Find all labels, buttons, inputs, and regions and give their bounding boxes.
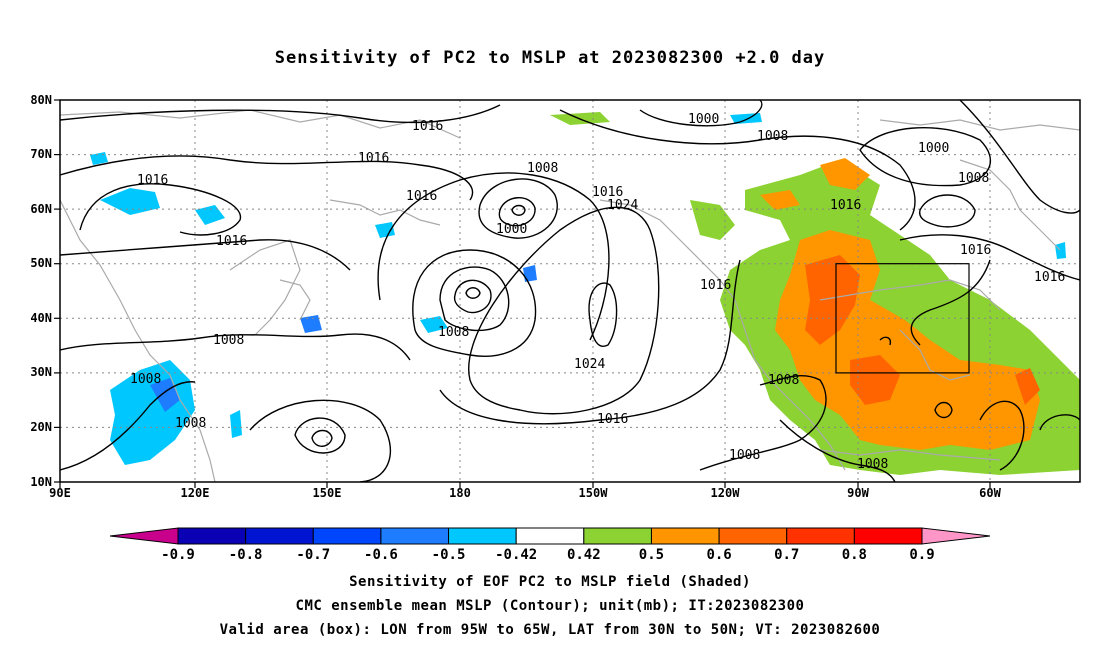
map-title: Sensitivity of PC2 to MSLP at 2023082300… [274, 48, 826, 68]
lat-label-60n: 60N [30, 202, 52, 216]
contour-label: 1008 [757, 129, 788, 144]
contour-label: 1016 [406, 189, 437, 204]
lon-label-150w: 150W [578, 486, 608, 500]
colorbar-tick-label: 0.8 [842, 547, 867, 563]
lon-label-90w: 90W [847, 486, 869, 500]
colorbar-tick-label: -0.8 [229, 547, 263, 563]
colorbar-segment [380, 527, 450, 545]
contour-label: 1016 [412, 119, 443, 134]
lat-label-20n: 20N [30, 420, 52, 434]
mslp-contours [60, 100, 1080, 482]
colorbar-segment [786, 527, 855, 545]
caption-line-2: CMC ensemble mean MSLP (Contour); unit(m… [295, 598, 805, 614]
positive-sensitivity-shading [550, 112, 1080, 475]
contour-label: 1016 [700, 278, 731, 293]
contour-label: 1008 [768, 373, 799, 388]
colorbar-segment [245, 527, 314, 545]
colorbar-lower-triangle [109, 527, 179, 545]
contour-label: 1016 [216, 234, 247, 249]
contour-label: 1008 [729, 448, 760, 463]
tick-marks [54, 99, 991, 488]
caption-line-3: Valid area (box): LON from 95W to 65W, L… [219, 622, 881, 638]
contour-label: 1008 [438, 325, 469, 340]
lat-label-70n: 70N [30, 147, 52, 161]
lat-label-50n: 50N [30, 256, 52, 270]
colorbar-tick-label: -0.42 [495, 547, 537, 563]
colorbar-upper-triangle [921, 527, 991, 545]
contour-label: 1008 [175, 416, 206, 431]
contour-label: 1008 [857, 457, 888, 472]
contour-label: 1024 [574, 357, 605, 372]
colorbar-tick-label: 0.9 [909, 547, 934, 563]
lon-label-150e: 150E [312, 486, 342, 500]
lon-label-60w: 60W [979, 486, 1001, 500]
lon-label-180: 180 [449, 486, 471, 500]
contour-label: 1016 [137, 173, 168, 188]
colorbar-tick-label: -0.6 [364, 547, 398, 563]
contour-label: 1016 [830, 198, 861, 213]
lat-label-10n: 10N [30, 475, 52, 489]
caption-line-1: Sensitivity of EOF PC2 to MSLP field (Sh… [349, 574, 751, 590]
contour-label: 1000 [918, 141, 949, 156]
lon-label-120w: 120W [710, 486, 740, 500]
contour-label: 1000 [496, 222, 527, 237]
contour-label: 1008 [527, 161, 558, 176]
coastlines [60, 109, 1080, 482]
colorbar-segment [718, 527, 788, 545]
colorbar-segment [312, 527, 382, 545]
contour-label: 1016 [597, 412, 628, 427]
colorbar: -0.9 -0.8 -0.7 -0.6 -0.5 -0.42 0.42 0.5 0.6 0.7 0.… [109, 527, 991, 563]
colorbar-segment [515, 527, 585, 545]
colorbar-tick-label: 0.5 [639, 547, 664, 563]
lon-label-90e: 90E [49, 486, 71, 500]
map-border [59, 99, 1081, 483]
contour-label: 1008 [213, 333, 244, 348]
contour-label: 1016 [1034, 270, 1065, 285]
contour-label: 1008 [130, 372, 161, 387]
contour-label: 1024 [607, 198, 638, 213]
colorbar-tick-label: 0.6 [706, 547, 731, 563]
contour-label: 1000 [688, 112, 719, 127]
lat-label-80n: 80N [30, 93, 52, 107]
graticule [60, 100, 1080, 482]
lat-label-40n: 40N [30, 311, 52, 325]
colorbar-segment [853, 527, 923, 545]
contour-label: 1008 [958, 171, 989, 186]
contour-label: 1016 [358, 151, 389, 166]
colorbar-tick-label: 0.42 [567, 547, 601, 563]
contour-labels: 1016 1016 1016 1016 1016 1008 1000 1016 … [130, 112, 1065, 472]
valid-area-box [835, 263, 970, 374]
colorbar-segment [177, 527, 247, 545]
colorbar-tick-label: 0.7 [774, 547, 799, 563]
contour-label: 1016 [592, 185, 623, 200]
colorbar-segment [650, 527, 720, 545]
colorbar-tick-label: -0.7 [296, 547, 330, 563]
lat-label-30n: 30N [30, 365, 52, 379]
colorbar-segment [448, 527, 517, 545]
contour-label: 1016 [960, 243, 991, 258]
lon-label-120e: 120E [180, 486, 210, 500]
colorbar-segment [583, 527, 652, 545]
colorbar-tick-label: -0.5 [432, 547, 466, 563]
colorbar-tick-label: -0.9 [161, 547, 195, 563]
